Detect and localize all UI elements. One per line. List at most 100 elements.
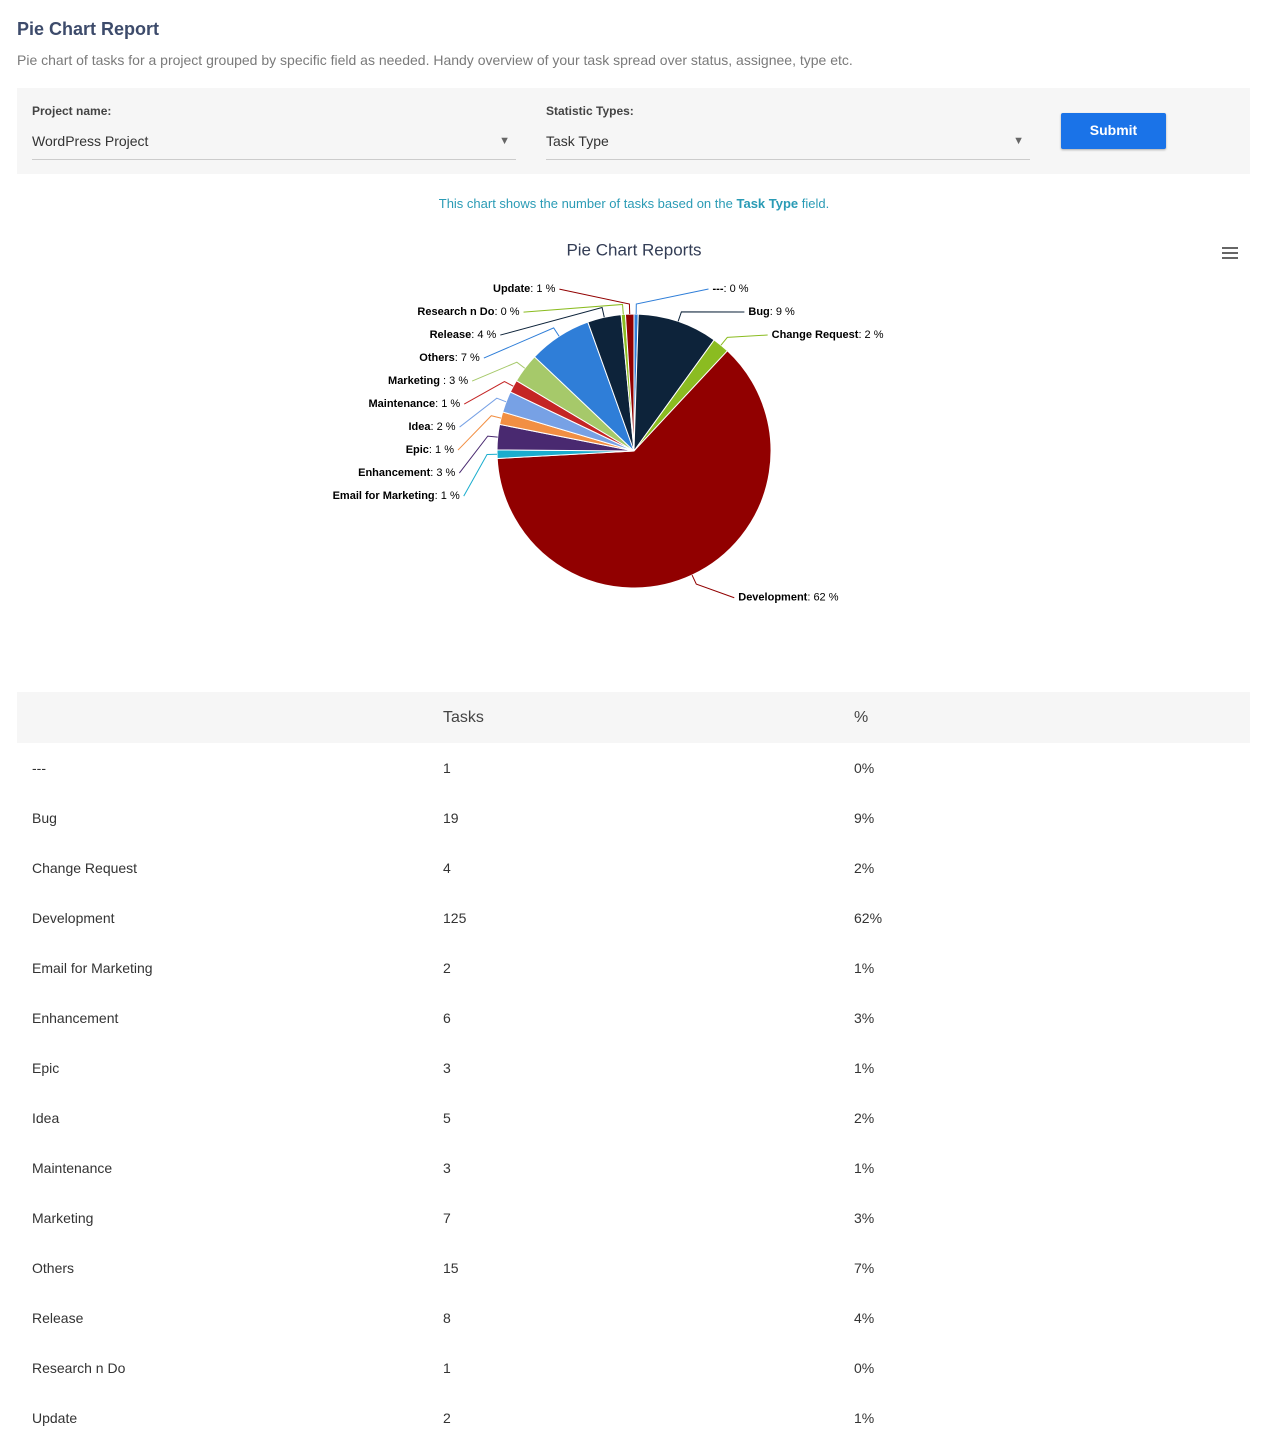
label-percent: : 3 % bbox=[430, 467, 455, 479]
pie-chart: Pie Chart Reports ---: 0 %Bug: 9 %Change… bbox=[333, 240, 1238, 604]
chart-note: This chart shows the number of tasks bas… bbox=[0, 196, 1264, 211]
table-row: Research n Do 1 0% bbox=[17, 1343, 1250, 1393]
pie-slice bbox=[633, 313, 715, 453]
table-row: Maintenance 3 1% bbox=[17, 1143, 1250, 1193]
filter-panel: Project name: WordPress Project ▼ Statist… bbox=[17, 88, 1250, 174]
label-name: Email for Marketing bbox=[333, 490, 435, 502]
pie-slice bbox=[624, 313, 635, 452]
page-description: Pie chart of tasks for a project grouped… bbox=[17, 52, 853, 68]
statistic-select[interactable]: Task Type ▼ bbox=[546, 126, 1030, 160]
pie-slice bbox=[496, 350, 772, 589]
slice-label: Bug: 9 % bbox=[748, 306, 795, 318]
table-cell: 9% bbox=[854, 810, 875, 826]
note-text: This chart shows the number of tasks bas… bbox=[438, 196, 733, 211]
table-cell: 1% bbox=[854, 960, 875, 976]
field-label: Project name: bbox=[32, 104, 112, 118]
slice-label: Idea: 2 % bbox=[409, 421, 456, 433]
table-cell: 4 bbox=[443, 860, 451, 876]
table-row: Enhancement 6 3% bbox=[17, 993, 1250, 1043]
project-select[interactable]: WordPress Project ▼ bbox=[32, 126, 516, 160]
label-connector bbox=[459, 397, 507, 428]
label-percent: : 3 % bbox=[440, 375, 468, 387]
label-percent: : 2 % bbox=[431, 421, 456, 433]
label-connector bbox=[720, 334, 768, 346]
label-connector bbox=[691, 574, 735, 599]
label-percent: : 1 % bbox=[429, 444, 454, 456]
table-cell: Marketing bbox=[32, 1210, 94, 1226]
note-text: field. bbox=[801, 196, 830, 211]
label-connector bbox=[635, 288, 709, 315]
table-cell: Epic bbox=[32, 1060, 60, 1076]
dropdown-arrow: ▼ bbox=[499, 135, 510, 147]
submit-button[interactable]: Submit bbox=[1061, 113, 1166, 149]
label-name: --- bbox=[713, 283, 724, 295]
table-cell: 3 bbox=[443, 1160, 451, 1176]
label-connector bbox=[463, 453, 498, 497]
header-cell: % bbox=[854, 692, 1250, 743]
label-connector bbox=[677, 311, 745, 322]
table-cell: 1% bbox=[854, 1160, 875, 1176]
table-cell: Research n Do bbox=[32, 1360, 126, 1376]
table-cell: 2% bbox=[854, 1110, 875, 1126]
table-cell: --- bbox=[32, 760, 46, 776]
label-name: Development bbox=[738, 592, 807, 604]
table-cell: 1 bbox=[443, 760, 451, 776]
data-table: Tasks% --- 1 0% Bug 19 9% Change Request 4 2% Deve… bbox=[17, 692, 1250, 1443]
table-row: Development 125 62% bbox=[17, 893, 1250, 943]
slice-label: Release: 4 % bbox=[430, 329, 497, 341]
label-percent: : 2 % bbox=[858, 329, 883, 341]
table-cell: 1% bbox=[854, 1410, 875, 1426]
table-cell: 0% bbox=[854, 1360, 875, 1376]
label-percent: : 9 % bbox=[770, 306, 795, 318]
table-cell: Release bbox=[32, 1310, 84, 1326]
table-cell: 62% bbox=[854, 910, 883, 926]
table-cell: 3% bbox=[854, 1010, 875, 1026]
table-row: Change Request 4 2% bbox=[17, 843, 1250, 893]
table-cell: 2 bbox=[443, 1410, 451, 1426]
table-cell: 2 bbox=[443, 960, 451, 976]
table-row: --- 1 0% bbox=[17, 743, 1250, 793]
label-connector bbox=[471, 361, 526, 382]
label-percent: : 4 % bbox=[471, 329, 496, 341]
table-cell: Email for Marketing bbox=[32, 960, 153, 976]
label-name: Bug bbox=[748, 306, 769, 318]
dropdown-arrow: ▼ bbox=[1013, 135, 1024, 147]
table-cell: Bug bbox=[32, 810, 57, 826]
field-label: Statistic Types: bbox=[546, 104, 634, 118]
header-cell bbox=[17, 692, 443, 743]
label-name: Update bbox=[493, 283, 530, 295]
select-value: Task Type bbox=[546, 133, 609, 149]
header-cell: Tasks bbox=[443, 692, 854, 743]
label-name: Idea bbox=[409, 421, 432, 433]
table-cell: 5 bbox=[443, 1110, 451, 1126]
table-cell: 7% bbox=[854, 1260, 875, 1276]
table-row: Others 15 7% bbox=[17, 1243, 1250, 1293]
table-cell: 0% bbox=[854, 760, 875, 776]
label-name: Maintenance bbox=[369, 398, 436, 410]
table-row: Release 8 4% bbox=[17, 1293, 1250, 1343]
table-row: Email for Marketing 2 1% bbox=[17, 943, 1250, 993]
label-percent: : 1 % bbox=[435, 490, 460, 502]
label-connector bbox=[500, 306, 605, 336]
label-percent: : 62 % bbox=[807, 592, 838, 604]
slice-label: ---: 0 % bbox=[713, 283, 749, 295]
table-cell: 6 bbox=[443, 1010, 451, 1026]
table-cell: 2% bbox=[854, 860, 875, 876]
menu-icon[interactable] bbox=[1222, 247, 1238, 259]
label-percent: : 1 % bbox=[435, 398, 460, 410]
slice-label: Change Request: 2 % bbox=[772, 329, 884, 341]
table-cell: 19 bbox=[443, 810, 459, 826]
slice-label: Others: 7 % bbox=[419, 352, 480, 364]
table-cell: 4% bbox=[854, 1310, 875, 1326]
table-cell: 8 bbox=[443, 1310, 451, 1326]
table-cell: 1 bbox=[443, 1360, 451, 1376]
table-row: Bug 19 9% bbox=[17, 793, 1250, 843]
label-name: Epic bbox=[406, 444, 429, 456]
table-cell: 7 bbox=[443, 1210, 451, 1226]
label-connector bbox=[463, 380, 514, 405]
table-cell: Update bbox=[32, 1410, 78, 1426]
label-percent: : 0 % bbox=[724, 283, 749, 295]
table-cell: Change Request bbox=[32, 860, 138, 876]
table-cell: 3 bbox=[443, 1060, 451, 1076]
